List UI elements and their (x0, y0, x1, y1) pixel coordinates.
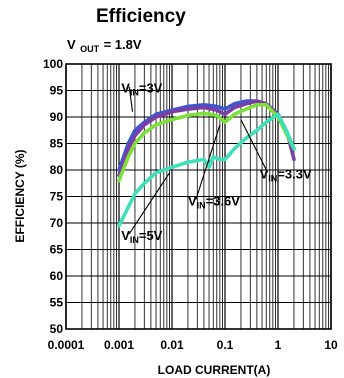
annotation-sub: IN (197, 201, 206, 211)
y-tick-label: 85 (50, 137, 64, 151)
annotation-sub: IN (268, 173, 277, 183)
annotation-leader-vin36 (195, 124, 221, 200)
annotation-vin36: VIN=3.6V (188, 194, 240, 211)
annotation-rest: =5V (139, 228, 163, 243)
annotation-leaders (128, 86, 269, 235)
x-tick-labels: 0.0001 0.001 0.01 0.1 1 10 (48, 338, 338, 352)
subtitle-sub: OUT (80, 44, 100, 54)
y-tick-label: 95 (50, 84, 64, 98)
annotation-rest: =3V (139, 81, 163, 96)
series-lines (117, 99, 296, 228)
annotation-main: V (121, 81, 130, 96)
plot-frame (65, 63, 332, 330)
subtitle-main: V (67, 37, 76, 52)
annotation-main: V (188, 194, 197, 209)
chart-title: Efficiency (96, 6, 186, 27)
y-axis-label: EFFICIENCY (%) (13, 149, 27, 242)
annotation-main: V (260, 166, 269, 181)
series-line-vin5 (117, 112, 296, 228)
y-tick-label: 70 (50, 216, 64, 230)
annotation-rest: =3.3V (277, 166, 312, 181)
annotation-leader-vin3 (128, 86, 134, 112)
series-line-vin3 (117, 99, 296, 172)
y-tick-label: 75 (50, 190, 64, 204)
x-tick-label: 1 (275, 338, 282, 352)
x-tick-label: 0.001 (104, 338, 134, 352)
y-tick-label: 100 (43, 57, 63, 71)
subtitle-rest: = 1.8V (104, 37, 142, 52)
annotation-sub: IN (130, 235, 139, 245)
x-tick-label: 10 (324, 338, 338, 352)
y-tick-label: 65 (50, 243, 64, 257)
annotation-main: V (121, 228, 130, 243)
annotation-vin5: VIN=5V (121, 228, 162, 245)
x-tick-label: 0.0001 (48, 338, 85, 352)
y-tick-label: 55 (50, 296, 64, 310)
y-tick-label: 90 (50, 110, 64, 124)
annotation-sub: IN (130, 88, 139, 98)
x-tick-label: 0.01 (160, 338, 184, 352)
y-tick-label: 50 (50, 322, 64, 336)
annotation-vin3: VIN=3V (121, 81, 162, 98)
y-tick-labels: 50 55 60 65 70 75 80 85 90 95 100 (43, 57, 63, 336)
annotation-rest: =3.6V (206, 194, 241, 209)
annotation-leader-vin5 (128, 172, 171, 235)
y-tick-label: 60 (50, 269, 64, 283)
series-line-vin36 (117, 103, 296, 183)
annotation-leader-vin33 (240, 119, 269, 173)
x-tick-label: 0.1 (217, 338, 234, 352)
annotation-vin33: VIN=3.3V (260, 166, 312, 183)
x-axis-label: LOAD CURRENT(A) (158, 363, 271, 377)
y-tick-label: 80 (50, 163, 64, 177)
chart-subtitle: V OUT = 1.8V (67, 36, 142, 56)
